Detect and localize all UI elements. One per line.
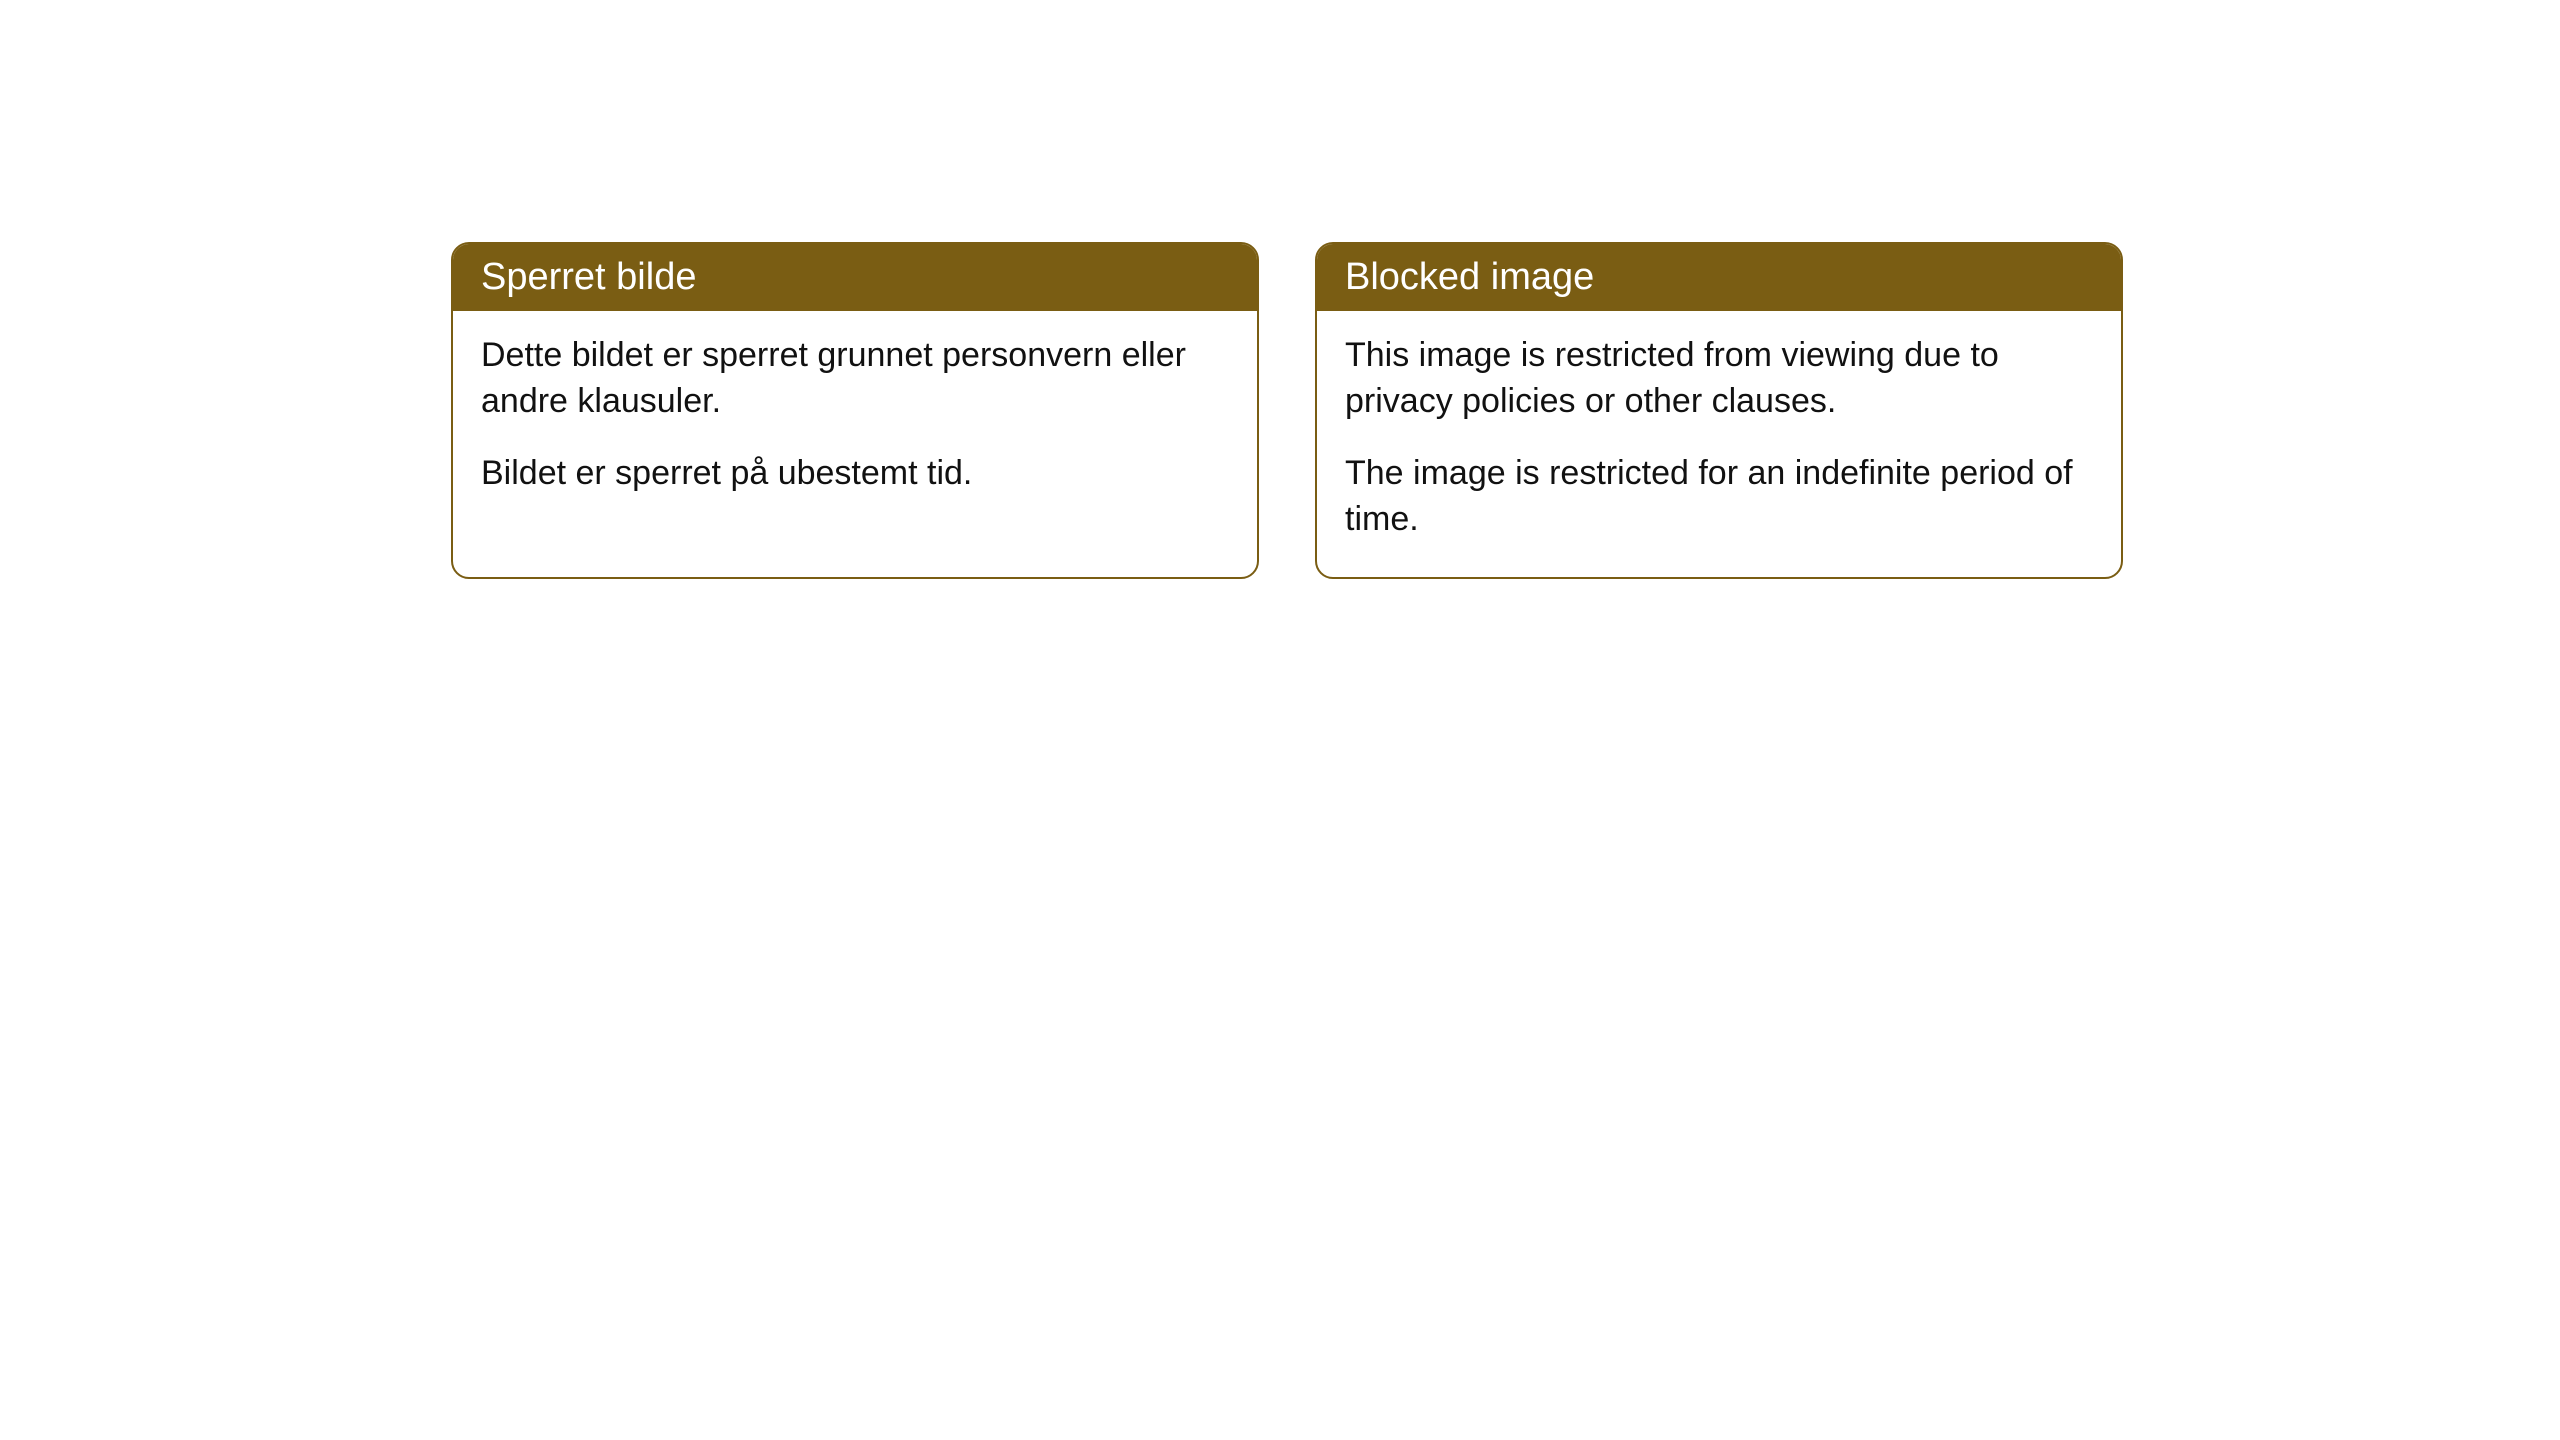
card-english: Blocked image This image is restricted f…: [1315, 242, 2123, 579]
card-paragraph: This image is restricted from viewing du…: [1345, 333, 2093, 425]
card-paragraph: Dette bildet er sperret grunnet personve…: [481, 333, 1229, 425]
card-header-norwegian: Sperret bilde: [453, 244, 1257, 311]
card-paragraph: Bildet er sperret på ubestemt tid.: [481, 451, 1229, 497]
card-header-english: Blocked image: [1317, 244, 2121, 311]
card-body-norwegian: Dette bildet er sperret grunnet personve…: [453, 311, 1257, 531]
card-body-english: This image is restricted from viewing du…: [1317, 311, 2121, 577]
card-norwegian: Sperret bilde Dette bildet er sperret gr…: [451, 242, 1259, 579]
card-paragraph: The image is restricted for an indefinit…: [1345, 451, 2093, 543]
cards-container: Sperret bilde Dette bildet er sperret gr…: [451, 242, 2560, 579]
